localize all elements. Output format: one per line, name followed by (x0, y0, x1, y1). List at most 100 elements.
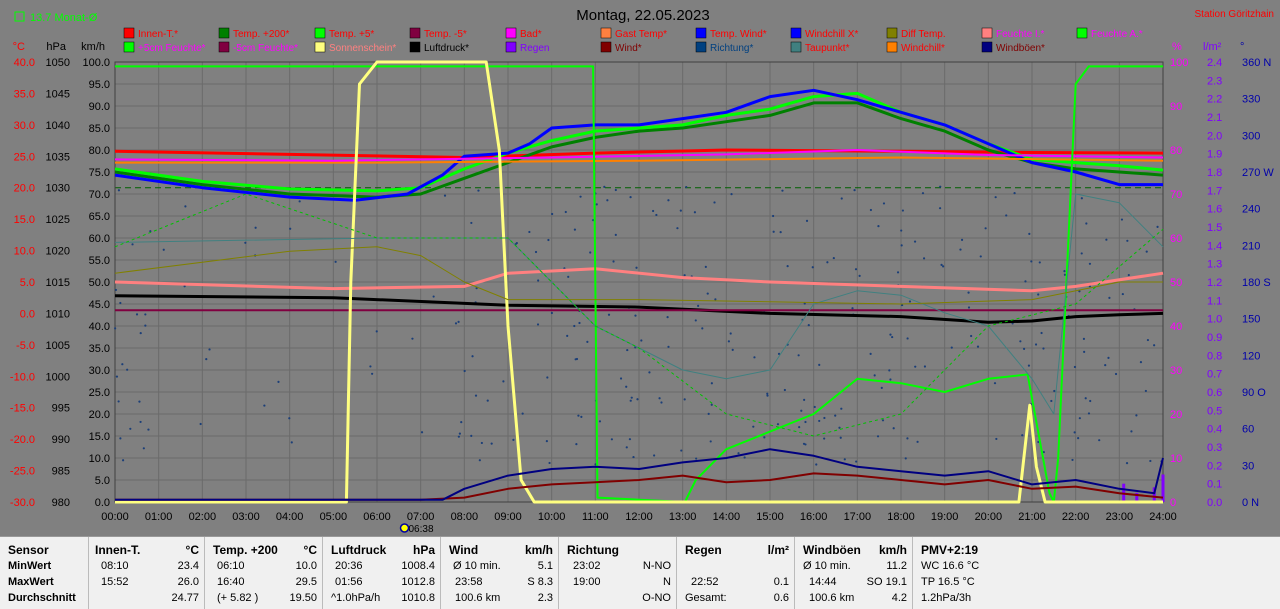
humidity-tick-label: 10 (1170, 453, 1182, 465)
direction-point (477, 189, 480, 192)
x-tick-label: 24:00 (1149, 511, 1177, 523)
rain-tick-label: 2.3 (1207, 75, 1222, 87)
direction-point (896, 271, 900, 274)
direction-point (807, 324, 810, 327)
humidity-tick-label: 100 (1170, 57, 1188, 69)
humidity-tick-label: 30 (1170, 365, 1182, 377)
direction-point (432, 295, 435, 298)
direction-point (967, 291, 970, 294)
rain-tick-label: 1.9 (1207, 149, 1222, 161)
direction-point (892, 427, 895, 430)
x-tick-label: 21:00 (1018, 511, 1046, 523)
direction-point (710, 382, 713, 385)
rain-tick-label: 2.4 (1207, 57, 1222, 69)
pressure-tick-label: 990 (52, 434, 70, 446)
direction-point (580, 415, 583, 419)
direction-point (811, 266, 814, 269)
series-line (114, 246, 1163, 305)
temp-tick-label: -10.0 (10, 371, 35, 383)
boeen-day-avg: 4.2 (891, 592, 907, 604)
rain-tick-label: 2.2 (1207, 94, 1222, 106)
direction-point (534, 250, 538, 254)
direction-point (900, 229, 903, 232)
direction-point (667, 345, 670, 348)
rain-bar (1161, 474, 1165, 502)
direction-point (786, 265, 789, 268)
direction-tick-label: 30 (1242, 460, 1254, 472)
rain-tick-label: 1.5 (1207, 222, 1222, 234)
direction-point (869, 352, 872, 355)
wind-tick-label: 50.0 (89, 277, 110, 289)
direction-point (625, 385, 628, 388)
temp200-avg-value: 19.50 (289, 592, 317, 604)
direction-point (729, 332, 732, 335)
rain-bar (1135, 492, 1139, 502)
direction-point (244, 241, 247, 244)
direction-point (960, 238, 964, 241)
legend-item: Temp. Wind* (710, 29, 767, 40)
direction-tick-label: 210 (1242, 240, 1260, 252)
rain-tick-label: 1.1 (1207, 295, 1222, 307)
temp-tick-label: -30.0 (10, 497, 35, 509)
pmv-windchill: WC 16.6 °C (921, 560, 980, 572)
pressure-tick-label: 1035 (46, 151, 70, 163)
wind-tick-label: 20.0 (89, 409, 110, 421)
humidity-tick-label: 60 (1170, 233, 1182, 245)
direction-point (629, 196, 632, 199)
direction-point (614, 188, 617, 192)
temp-tick-label: -15.0 (10, 403, 35, 415)
direction-point (881, 419, 885, 422)
temp-tick-label: 35.0 (14, 88, 35, 100)
legend-item: Sonnenschein* (329, 43, 396, 54)
direction-tick-label: 330 (1242, 94, 1260, 106)
direction-point (632, 455, 635, 459)
pmv-column: PMV+2:19 WC 16.6 °C TP 16.5 °C 1.2hPa/3h (912, 537, 1280, 609)
pressure-tick-label: 980 (52, 497, 70, 509)
direction-point (1120, 218, 1124, 221)
pmv-header: PMV+2:19 (921, 543, 979, 557)
sunrise-icon (399, 523, 410, 533)
direction-point (144, 313, 147, 316)
boeen-avg-value: 11.2 (886, 560, 907, 572)
direction-point (334, 260, 337, 263)
direction-point (838, 426, 841, 429)
luft-avg-value: 1010.8 (401, 592, 435, 604)
legend-swatch (981, 27, 993, 39)
pressure-tick-label: 1020 (46, 246, 70, 258)
direction-point (655, 213, 658, 217)
x-tick-label: 18:00 (887, 511, 915, 523)
luft-header: Luftdruck (331, 543, 387, 557)
direction-point (766, 392, 769, 395)
regen-total-label: Gesamt: (685, 592, 727, 604)
legend-item: Gast Temp* (615, 29, 667, 40)
innen-unit: °C (185, 543, 199, 557)
legend-swatch (886, 27, 898, 39)
x-tick-label: 06:00 (363, 511, 391, 523)
pressure-tick-label: 1045 (46, 88, 70, 100)
direction-point (685, 185, 688, 189)
direction-point (940, 263, 943, 266)
legend-item: Feuchte A.* (1091, 29, 1143, 40)
legend-swatch (218, 41, 230, 53)
direction-point (1080, 252, 1083, 255)
boeen-header: Windböen (803, 543, 861, 557)
direction-point (803, 302, 806, 305)
temp-tick-label: 40.0 (14, 57, 35, 69)
direction-point (288, 417, 291, 420)
direction-point (471, 355, 474, 358)
direction-point (263, 404, 266, 407)
rain-tick-label: 0.3 (1207, 442, 1222, 454)
wind-tick-label: 95.0 (89, 79, 110, 91)
direction-point (1121, 292, 1124, 296)
sunrise-label: 06:38 (409, 524, 434, 535)
direction-point (916, 440, 919, 443)
direction-point (1042, 347, 1045, 350)
direction-point (614, 233, 617, 236)
x-tick-label: 05:00 (320, 511, 348, 523)
direction-point (1145, 250, 1148, 253)
direction-point (693, 211, 697, 214)
direction-point (783, 388, 786, 392)
wind-max-value: S 8.3 (527, 576, 553, 588)
legend-item: +5cm Feuchte* (138, 43, 206, 54)
direction-point (1126, 239, 1129, 242)
